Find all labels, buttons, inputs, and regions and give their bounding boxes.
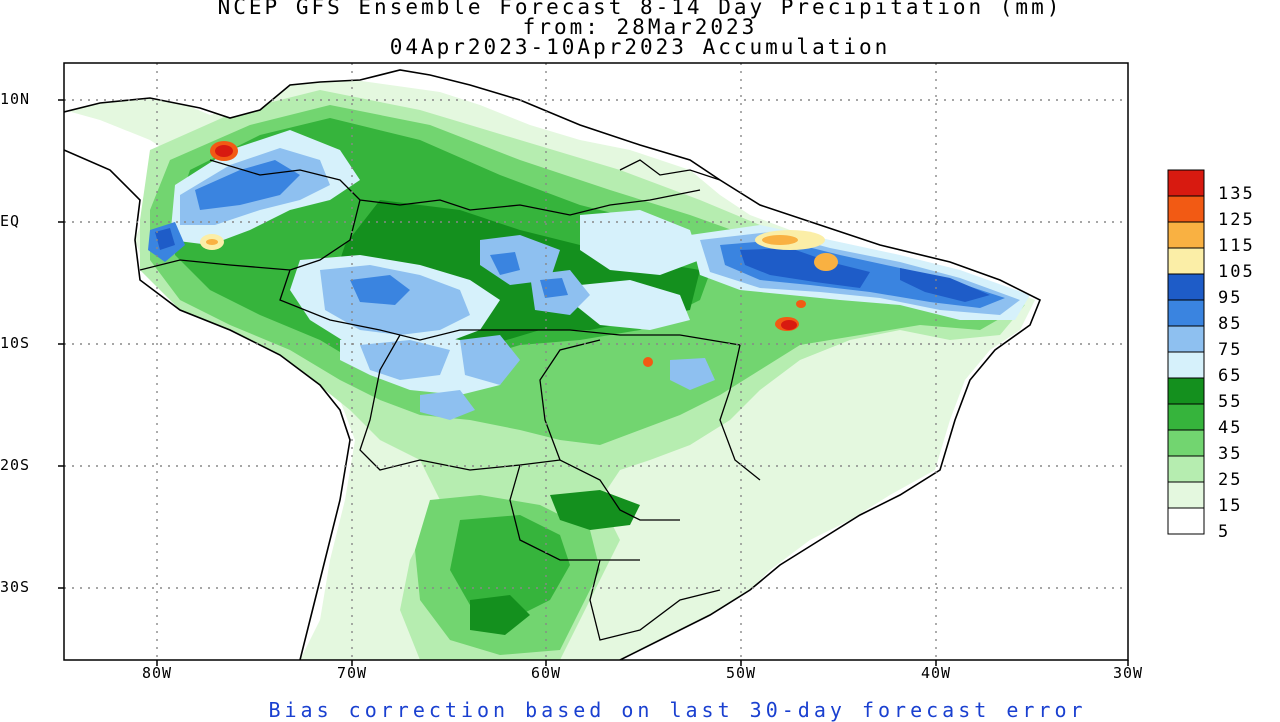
legend-swatch-15	[1167, 481, 1205, 509]
legend-swatch-135	[1167, 169, 1205, 197]
plot-frame	[63, 62, 1129, 661]
lat-label-eq: EQ	[0, 212, 21, 230]
lon-label-30w: 30W	[1112, 664, 1144, 682]
legend-label-105: 105	[1218, 262, 1255, 282]
legend-swatch-65	[1167, 351, 1205, 379]
precip-zone-85-a	[195, 160, 300, 210]
legend-label-95: 95	[1218, 288, 1243, 308]
precip-south-55b	[470, 595, 530, 635]
axis-ticks	[58, 99, 1129, 666]
precip-max-115-c	[206, 239, 218, 245]
legend-label-125: 125	[1218, 210, 1255, 230]
precip-zone-85-e	[490, 252, 520, 275]
legend-swatch-125	[1167, 195, 1205, 223]
legend-label-15: 15	[1218, 496, 1243, 516]
legend-label-25: 25	[1218, 470, 1243, 490]
precip-zone-75-s3	[420, 390, 475, 420]
lat-label-10n: 10N	[0, 90, 31, 108]
graticule	[64, 63, 1128, 660]
lon-label-50w: 50W	[725, 664, 757, 682]
precip-zone-65-north	[580, 210, 700, 275]
legend-swatch-55	[1167, 377, 1205, 405]
lon-label-80w: 80W	[141, 664, 173, 682]
precip-max-135-e	[781, 320, 797, 330]
precip-south-55	[550, 490, 640, 530]
pacific-ocean	[64, 150, 350, 660]
legend-label-35: 35	[1218, 444, 1243, 464]
precip-max-115-a	[762, 235, 798, 245]
chart-subtitle-issue-date: from: 28Mar2023	[522, 15, 758, 39]
precip-max-125-g	[643, 357, 653, 367]
legend-swatch-5	[1167, 507, 1205, 535]
legend-swatch-95	[1167, 273, 1205, 301]
lon-label-70w: 70W	[336, 664, 368, 682]
legend-label-75: 75	[1218, 340, 1243, 360]
precip-zone-75-s4	[670, 358, 715, 390]
precip-max-115-b	[814, 253, 838, 271]
chart-title: NCEP GFS Ensemble Forecast 8-14 Day Prec…	[217, 0, 1063, 19]
lon-label-60w: 60W	[530, 664, 562, 682]
map-plot-area	[64, 63, 1128, 660]
legend-swatch-45	[1167, 403, 1205, 431]
precip-zone-95-b	[900, 268, 990, 302]
legend-swatch-35	[1167, 429, 1205, 457]
lat-label-10s: 10S	[0, 334, 31, 352]
precip-max-125-f	[796, 300, 806, 308]
legend-swatch-25	[1167, 455, 1205, 483]
continent-coastline	[64, 69, 1042, 660]
precip-zone-85-f	[540, 278, 568, 298]
lon-label-40w: 40W	[920, 664, 952, 682]
lat-label-20s: 20S	[0, 456, 31, 474]
legend-label-55: 55	[1218, 392, 1243, 412]
precip-zone-95-a	[740, 248, 870, 288]
legend-swatch-115	[1167, 221, 1205, 249]
legend-swatch-85	[1167, 299, 1205, 327]
legend-swatch-105	[1167, 247, 1205, 275]
country-borders	[139, 159, 761, 641]
atlantic-ocean	[400, 63, 1128, 660]
caribbean-sea	[64, 63, 400, 118]
legend-label-5: 5	[1218, 522, 1231, 542]
precip-max-135-d	[215, 145, 233, 157]
footer-note: Bias correction based on last 30-day for…	[268, 698, 1087, 722]
legend-label-85: 85	[1218, 314, 1243, 334]
precip-south-45	[450, 515, 570, 620]
legend-label-135: 135	[1218, 184, 1255, 204]
lat-label-30s: 30S	[0, 578, 31, 596]
precip-zone-75-s	[360, 340, 450, 380]
legend-swatch-75	[1167, 325, 1205, 353]
precip-zone-65-mid	[575, 280, 690, 330]
chart-subtitle-period: 04Apr2023-10Apr2023 Accumulation	[389, 35, 891, 59]
precip-zone-85-c	[350, 275, 410, 305]
precip-zone-95-c	[155, 228, 175, 250]
legend-colorbar	[1167, 169, 1205, 535]
precip-zone-75-s2	[460, 335, 520, 385]
legend-label-45: 45	[1218, 418, 1243, 438]
legend-label-115: 115	[1218, 236, 1255, 256]
legend-label-65: 65	[1218, 366, 1243, 386]
